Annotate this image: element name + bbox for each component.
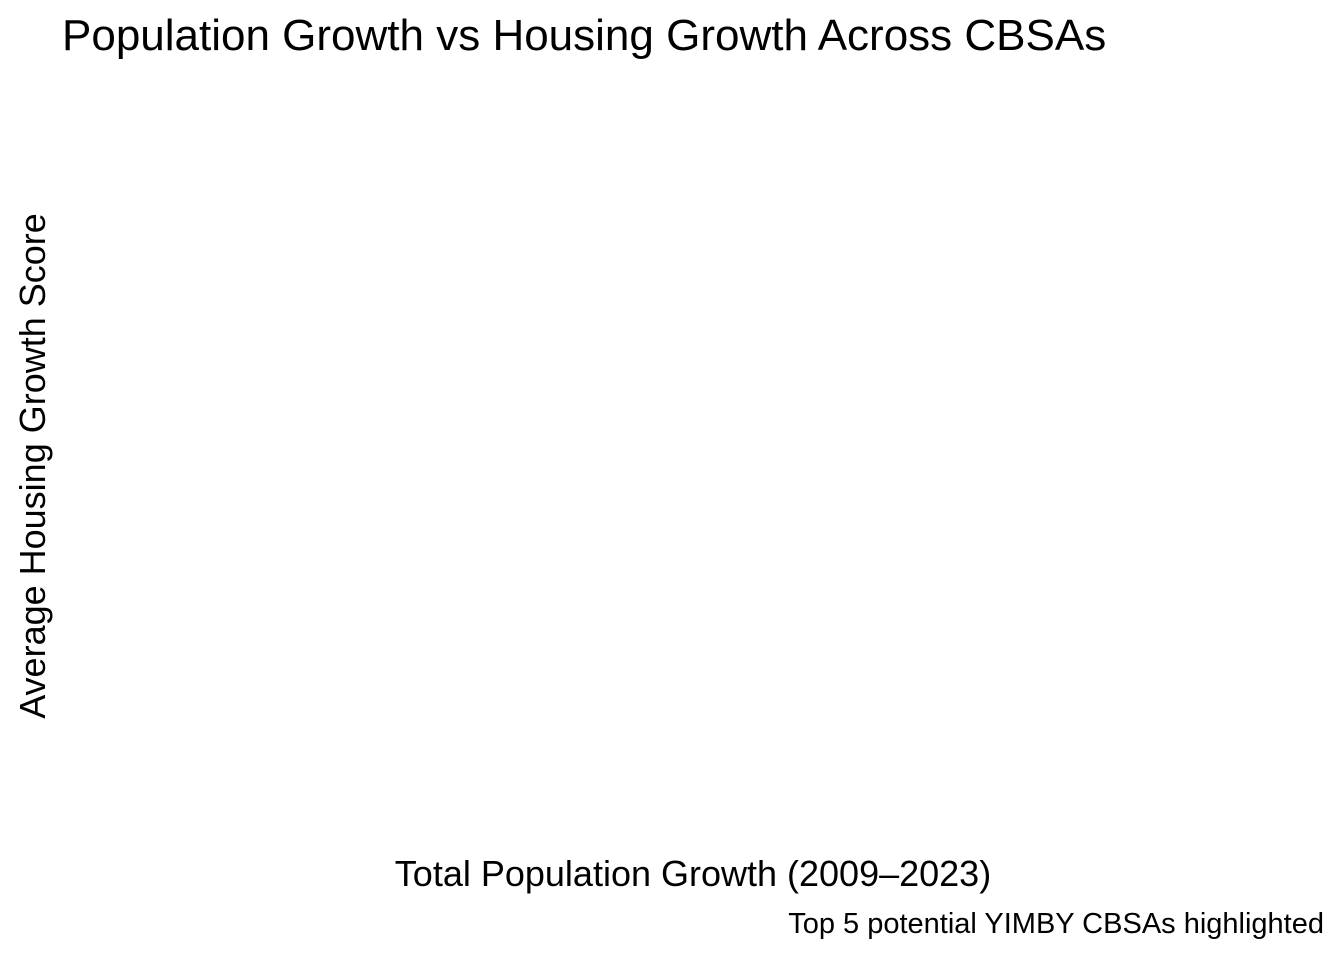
plot-area	[62, 75, 1324, 850]
chart-caption: Top 5 potential YIMBY CBSAs highlighted	[788, 908, 1324, 940]
y-axis-title: Average Housing Growth Score	[12, 213, 53, 719]
plot-svg	[62, 75, 1324, 850]
chart-title: Population Growth vs Housing Growth Acro…	[62, 11, 1107, 60]
x-axis-title: Total Population Growth (2009–2023)	[394, 853, 992, 894]
